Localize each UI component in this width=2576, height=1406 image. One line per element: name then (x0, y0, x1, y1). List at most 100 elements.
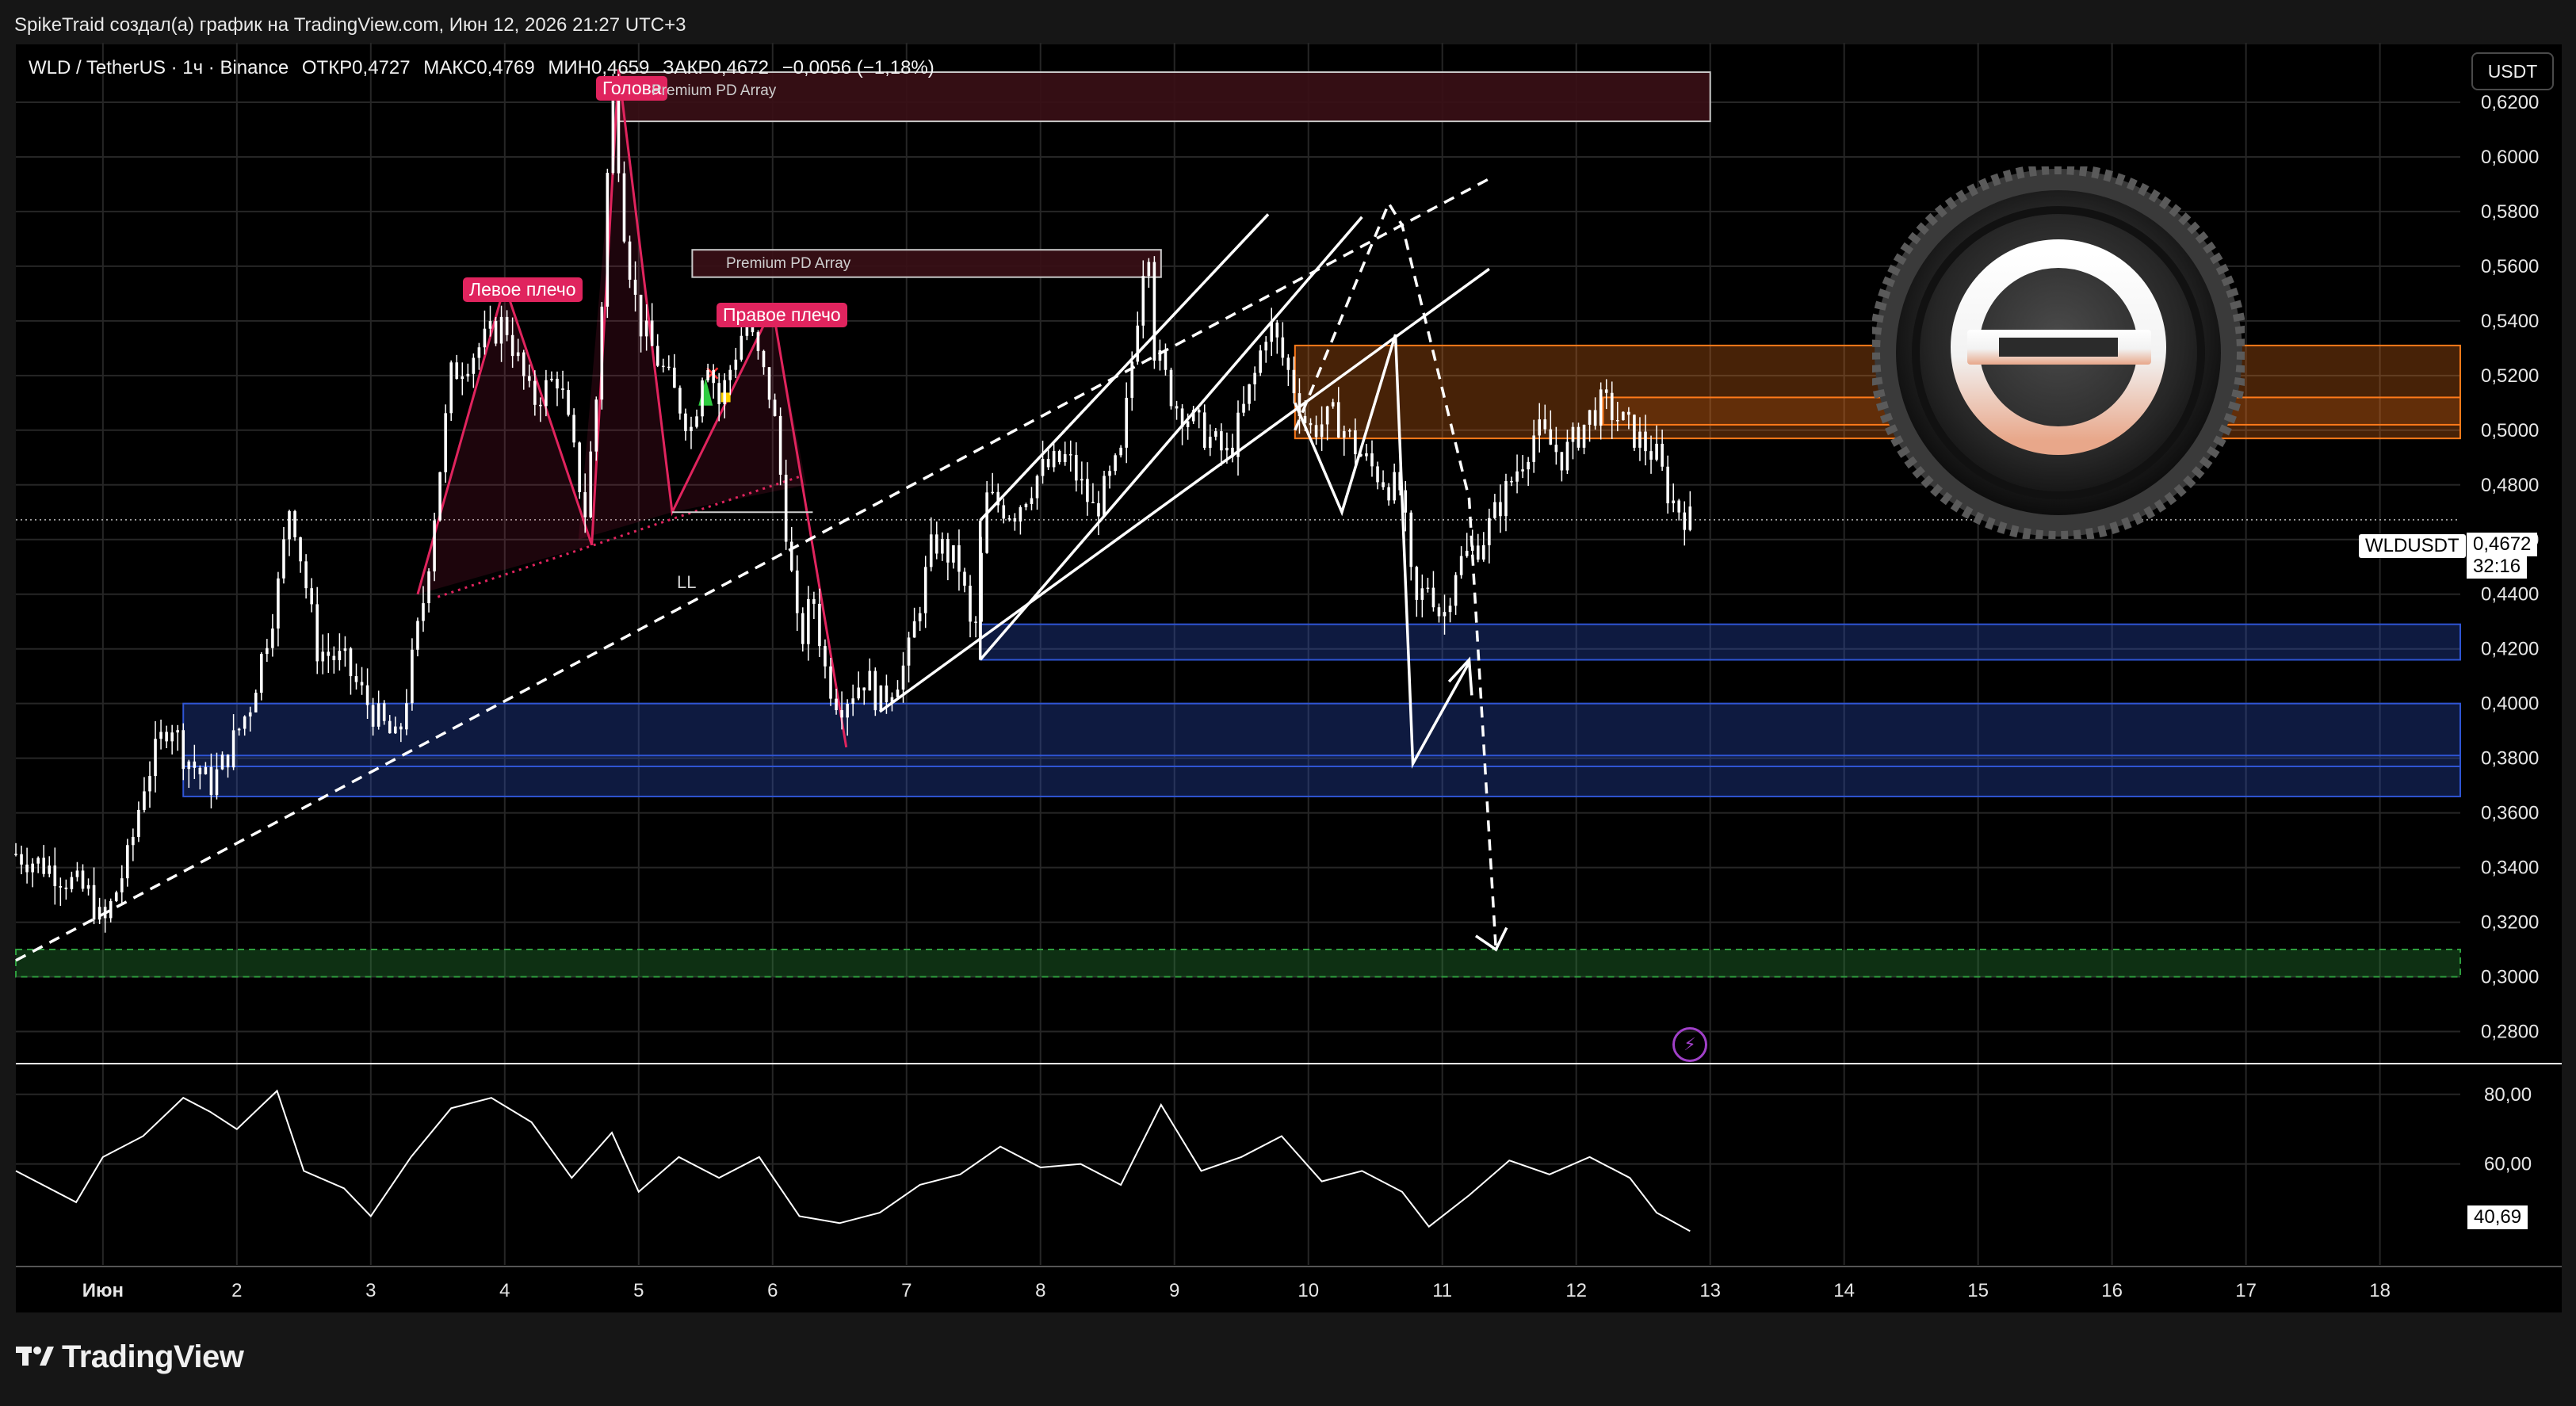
candle-body (1415, 567, 1419, 600)
candle-body (1560, 452, 1564, 471)
axes: Июн 2 3 4 5 6 7 8 9 10 11 12 13 14 15 16 17 18 0,2800 0,300… (16, 92, 2562, 1301)
close-value: ЗАКР0,4672 (663, 57, 769, 78)
candle-body (611, 83, 615, 174)
candle-body (567, 390, 570, 415)
candle-body (20, 854, 23, 865)
candle-body (879, 685, 883, 711)
candle-body (717, 383, 720, 404)
candle-body (661, 365, 665, 368)
candle-body (1610, 392, 1614, 421)
candle-body (1236, 412, 1240, 457)
y-tick-label: 0,4000 (2481, 693, 2539, 715)
symbol-name[interactable]: WLD / TetherUS · 1ч · Binance (29, 57, 289, 78)
candle-body (1298, 393, 1301, 416)
candle-body (801, 613, 805, 644)
candle-body (1264, 342, 1268, 351)
candle-body (1426, 587, 1430, 590)
candle-body (53, 865, 57, 887)
target-zone (15, 949, 2461, 978)
candle-body (678, 388, 682, 414)
candle-body (545, 380, 548, 407)
arrow-head-down (1474, 927, 1508, 952)
candle-body (1571, 426, 1575, 442)
x-tick-label: 14 (1833, 1280, 1855, 1301)
x-tick-label: 16 (2101, 1280, 2123, 1301)
candle-body (1577, 426, 1580, 448)
candle-body (1191, 410, 1195, 422)
candle-body (455, 362, 459, 380)
y-tick-label: 0,3800 (2481, 748, 2539, 770)
x-tick-label: 2 (231, 1280, 242, 1301)
right-shoulder-label: Правое плечо (717, 303, 847, 327)
candle-body (1661, 443, 1664, 467)
candle-body (824, 646, 827, 667)
candle-body (1119, 447, 1122, 456)
candle-body (969, 585, 972, 622)
candle-body (1365, 453, 1368, 457)
candle-body (42, 858, 46, 874)
candle-body (1086, 479, 1089, 502)
premium-pd-array-top (617, 71, 1711, 123)
candle-body (1035, 476, 1039, 499)
worldcoin-logo (1872, 166, 2245, 539)
candle-body (1593, 410, 1597, 426)
candle-body (996, 491, 1000, 506)
candle-body (1292, 369, 1296, 394)
candle-body (778, 415, 782, 475)
candle-body (1253, 373, 1256, 384)
candle-body (907, 637, 911, 666)
candle-body (690, 426, 693, 431)
candle-body (266, 648, 269, 655)
candle-body (929, 534, 933, 567)
x-tick-label: 18 (2369, 1280, 2391, 1301)
y-tick-label: 0,3000 (2481, 967, 2539, 988)
lightning-alert-icon[interactable]: ⚡ (1672, 1027, 1707, 1062)
tradingview-mark-icon (16, 1339, 54, 1375)
y-tick-label: 0,5200 (2481, 365, 2539, 387)
candle-body (941, 538, 944, 554)
candle-body (293, 510, 296, 537)
candle-body (1019, 506, 1022, 522)
candle-body (148, 776, 151, 792)
candle-body (1097, 502, 1100, 517)
candle-body (25, 864, 29, 873)
candle-body (723, 380, 727, 404)
price-axis-column[interactable] (2473, 44, 2562, 1312)
x-tick-label: 13 (1699, 1280, 1721, 1301)
candle-body (1242, 403, 1245, 413)
candle-body (254, 692, 258, 713)
tradingview-logo[interactable]: TradingView (16, 1339, 244, 1375)
candle-body (1141, 276, 1145, 326)
candle-body (1208, 437, 1212, 448)
candle-body (885, 685, 889, 703)
candle-body (1543, 419, 1547, 430)
candle-body (1510, 481, 1513, 483)
candle-body (360, 682, 364, 686)
candle-body (354, 676, 358, 682)
candle-body (1002, 505, 1006, 519)
x-tick-label: 9 (1169, 1280, 1179, 1301)
candle-body (332, 655, 336, 660)
candle-body (1493, 502, 1496, 518)
candle-body (1186, 421, 1190, 427)
candle-body (589, 451, 593, 518)
candle-body (734, 359, 738, 370)
last-price-tag: 0,4672 (2467, 533, 2538, 556)
candle-body (1231, 447, 1234, 457)
channel-lower-line (979, 216, 1363, 661)
candle-body (31, 863, 34, 873)
bar-countdown-tag: 32:16 (2467, 555, 2528, 579)
candle-body (762, 350, 766, 368)
candle-body (1091, 502, 1095, 503)
candle-body (109, 900, 113, 919)
candle-body (1130, 361, 1134, 398)
candle-body (572, 415, 575, 443)
currency-button[interactable]: USDT (2471, 52, 2554, 90)
x-tick-label: 11 (1432, 1280, 1452, 1301)
candle-body (1504, 481, 1508, 517)
y-tick-label: 0,3200 (2481, 912, 2539, 934)
candle-body (701, 380, 704, 417)
candle-body (1677, 500, 1681, 513)
candle-body (1169, 369, 1173, 407)
